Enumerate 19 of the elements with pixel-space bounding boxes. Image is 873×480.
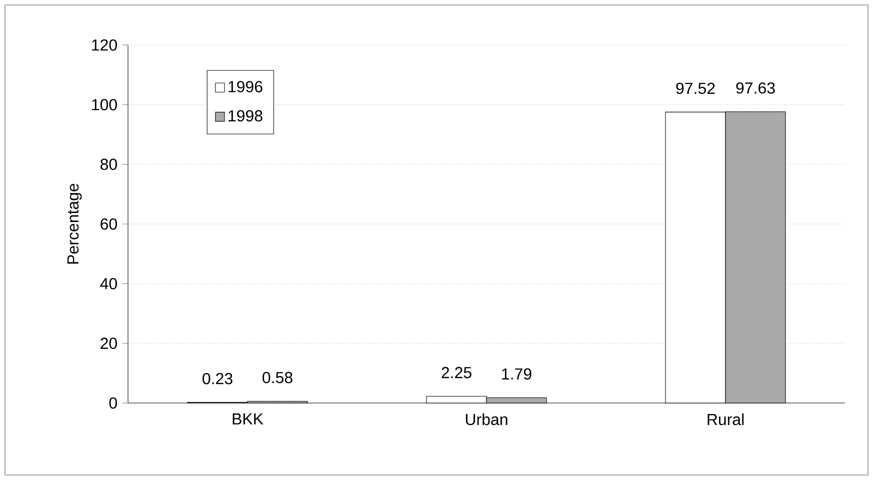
y-tick-label: 80 xyxy=(100,158,117,170)
data-label: 0.58 xyxy=(262,372,292,384)
data-label: 0.23 xyxy=(202,372,232,384)
y-tick-label: 20 xyxy=(100,338,117,349)
x-tick-label: Rural xyxy=(708,413,744,426)
data-label: 97.63 xyxy=(736,82,775,94)
legend-label: 1998 xyxy=(228,110,262,122)
y-tick-label: 100 xyxy=(92,99,117,110)
y-axis-title: Percentage xyxy=(67,184,82,264)
y-tick-label: 60 xyxy=(100,218,117,230)
y-tick-label: 0 xyxy=(109,397,117,409)
x-tick-label: BKK xyxy=(232,413,264,424)
legend-label: 1996 xyxy=(228,81,262,92)
x-tick-label: Urban xyxy=(466,413,508,426)
data-label: 1.79 xyxy=(502,368,532,380)
y-tick-label: 40 xyxy=(100,278,117,290)
data-label: 97.52 xyxy=(676,82,715,94)
data-label: 2.25 xyxy=(442,366,472,378)
y-tick-label: 120 xyxy=(92,39,117,51)
